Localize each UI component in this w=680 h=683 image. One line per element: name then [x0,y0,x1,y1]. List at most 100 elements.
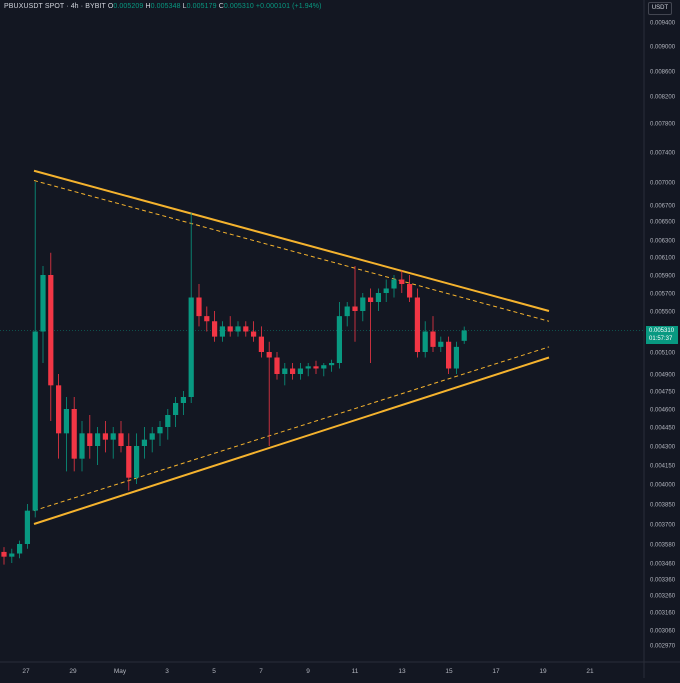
open-label: O [107,3,114,10]
price-tick-label: 0.004600 [650,408,676,414]
candle-body [227,326,233,332]
candle-body [274,357,280,374]
candle [141,427,147,459]
candle-body [102,433,108,440]
candle [71,397,77,472]
candle [79,421,85,472]
price-tick-label: 0.006100 [650,256,676,262]
candle [383,279,389,302]
symbol-label[interactable]: PBUXUSDT SPOT · 4h · BYBIT [4,3,106,10]
candle-body [336,316,342,363]
price-tick-label: 0.002970 [650,644,676,650]
candle [407,275,413,302]
time-tick-label: May [114,668,127,675]
price-tick-label: 0.009000 [650,45,676,51]
candle [446,336,452,374]
candle [157,421,163,446]
price-tick-label: 0.003360 [650,578,676,584]
currency-button[interactable]: USDT [648,2,672,15]
candle-body [118,433,124,446]
candle-body [204,316,210,322]
bar-countdown: 01:57:37 [649,336,673,342]
price-tick-label: 0.005900 [650,274,676,280]
candle-body [329,363,335,366]
low-value: 0.005179 [186,3,217,10]
time-tick-label: 17 [492,668,500,675]
candle [329,359,335,372]
candle-body [63,409,69,434]
time-tick-label: 9 [306,668,310,675]
candle [165,409,171,440]
triangle-inner-dashed-line [33,346,550,512]
time-tick-label: 13 [398,668,406,675]
candle-body [126,446,132,478]
candle-body [407,284,413,298]
price-tick-label: 0.003850 [650,503,676,509]
time-tick-label: 7 [259,668,263,675]
candle-body [56,385,62,434]
candle-body [165,415,171,427]
candle [258,326,264,358]
candle [297,363,303,380]
price-tick-label: 0.006300 [650,239,676,245]
time-tick-label: 27 [22,668,30,675]
candle [48,252,54,421]
time-tick-label: 29 [69,668,77,675]
candle [274,352,280,380]
price-tick-label: 0.007800 [650,122,676,128]
ohlc-legend: PBUXUSDT SPOT · 4h · BYBIT O0.005209 H0.… [4,3,322,10]
candle [32,182,38,518]
price-tick-label: 0.008600 [650,70,676,76]
candle-body [414,297,420,352]
candle [352,266,358,342]
candle-body [212,321,218,337]
candle [414,288,420,358]
price-tick-label: 0.004750 [650,390,676,396]
candle-body [266,352,272,358]
candle-body [48,275,54,386]
candle-body [40,275,46,332]
open-value: 0.005209 [113,3,144,10]
price-tick-label: 0.003460 [650,562,676,568]
candle-body [391,279,397,289]
candle-body [383,288,389,293]
last-price-tag: 0.005310 01:57:37 [646,326,678,344]
candle [422,321,428,358]
candle [102,421,108,453]
candle-body [95,433,101,446]
high-value: 0.005348 [150,3,181,10]
candle [63,397,69,472]
candle [313,360,319,374]
price-tick-label: 0.003700 [650,523,676,529]
price-tick-label: 0.005100 [650,351,676,357]
time-tick-label: 15 [445,668,453,675]
candle [336,302,342,369]
candle-body [87,433,93,446]
candle [282,363,288,386]
candle [321,363,327,377]
price-tick-label: 0.007400 [650,151,676,157]
candle-body [430,331,436,347]
triangle-trendline [33,356,550,525]
candle-body [188,297,194,397]
candle-body [141,439,147,446]
candle-body [344,306,350,317]
candle [134,433,140,484]
price-tick-label: 0.005700 [650,292,676,298]
high-label: H [145,3,151,10]
candle [180,391,186,415]
candle [219,321,225,342]
candle [40,266,46,363]
candle-body [321,365,327,369]
candle [461,326,467,344]
candle [188,213,194,403]
price-tick-label: 0.006700 [650,204,676,210]
candle [56,374,62,459]
price-tick-label: 0.005500 [650,310,676,316]
price-tick-label: 0.004300 [650,445,676,451]
price-tick-label: 0.006500 [650,220,676,226]
candle [290,363,296,380]
candle [266,341,272,446]
